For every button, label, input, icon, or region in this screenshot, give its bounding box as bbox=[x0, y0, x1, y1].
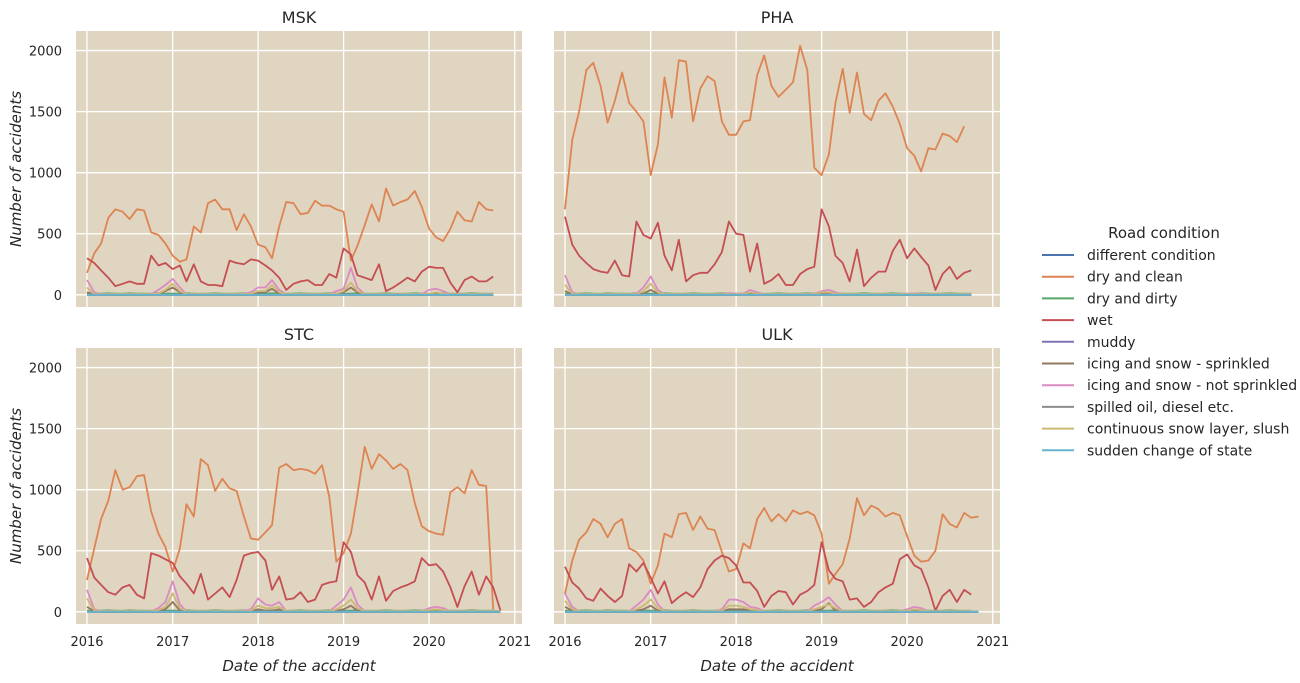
legend-entry: muddy bbox=[1042, 335, 1136, 351]
y-tick-label: 2000 bbox=[29, 45, 62, 60]
legend-label: dry and clean bbox=[1087, 270, 1183, 286]
y-tick-label: 1500 bbox=[29, 106, 62, 121]
legend-label: different condition bbox=[1087, 248, 1216, 264]
y-tick-label: 1500 bbox=[29, 423, 62, 438]
legend-label: icing and snow - not sprinkled bbox=[1087, 378, 1297, 394]
series-line-wet bbox=[564, 208, 972, 291]
panel-pha: PHA bbox=[554, 8, 1000, 307]
x-tick-label: 2020 bbox=[891, 635, 924, 650]
panels: MSK 0 500 1000 1500 2000 Number of accidents PH… bbox=[7, 8, 1009, 675]
y-tick-label: 0 bbox=[54, 289, 62, 304]
y-tick-label: 2000 bbox=[29, 362, 62, 377]
series-line-dry-and-clean bbox=[86, 445, 495, 610]
series-line-wet bbox=[564, 541, 972, 612]
legend-label: sudden change of state bbox=[1087, 443, 1252, 459]
y-axis-label: Number of accidents bbox=[7, 408, 25, 564]
panel-title: STC bbox=[284, 325, 314, 344]
x-tick-label: 2016 bbox=[70, 635, 103, 650]
x-tick-label: 2019 bbox=[805, 635, 838, 650]
legend: Road condition different condition dry an… bbox=[1042, 224, 1297, 459]
series-line-wet bbox=[86, 541, 502, 611]
x-axis-label: Date of the accident bbox=[222, 657, 376, 675]
legend-label: dry and dirty bbox=[1087, 291, 1177, 307]
legend-entry: icing and snow - sprinkled bbox=[1042, 357, 1270, 373]
panel-stc: STC 0 500 1000 1500 2000 Number of accidents 20… bbox=[7, 325, 531, 675]
series-line-dry-and-clean bbox=[564, 44, 966, 210]
legend-label: continuous snow layer, slush bbox=[1087, 422, 1289, 438]
x-tick-label: 2019 bbox=[327, 635, 360, 650]
plot-background bbox=[554, 31, 1000, 307]
legend-entry: dry and dirty bbox=[1042, 291, 1177, 307]
legend-title: Road condition bbox=[1108, 224, 1220, 242]
series-line-dry-and-clean bbox=[86, 187, 494, 274]
panel-msk: MSK 0 500 1000 1500 2000 Number of accidents bbox=[7, 8, 522, 307]
x-tick-label: 2018 bbox=[242, 635, 275, 650]
y-tick-label: 500 bbox=[37, 545, 62, 560]
legend-entry: continuous snow layer, slush bbox=[1042, 422, 1289, 438]
x-tick-label: 2021 bbox=[498, 635, 531, 650]
plot-background bbox=[76, 31, 522, 307]
x-tick-label: 2017 bbox=[634, 635, 667, 650]
legend-label: wet bbox=[1087, 313, 1113, 329]
plot-background bbox=[554, 348, 1000, 624]
panel-title: MSK bbox=[282, 8, 317, 27]
x-tick-label: 2016 bbox=[548, 635, 581, 650]
series-line-wet bbox=[86, 247, 494, 294]
legend-entry: spilled oil, diesel etc. bbox=[1042, 400, 1234, 416]
y-axis-label: Number of accidents bbox=[7, 91, 25, 247]
plot-background bbox=[76, 348, 522, 624]
x-tick-label: 2017 bbox=[156, 635, 189, 650]
x-axis-label: Date of the accident bbox=[700, 657, 854, 675]
legend-label: muddy bbox=[1087, 335, 1136, 351]
legend-entry: different condition bbox=[1042, 248, 1216, 264]
legend-label: spilled oil, diesel etc. bbox=[1087, 400, 1234, 416]
x-tick-label: 2021 bbox=[976, 635, 1009, 650]
series-line-dry-and-clean bbox=[564, 497, 979, 594]
legend-entry: icing and snow - not sprinkled bbox=[1042, 378, 1297, 394]
y-tick-label: 1000 bbox=[29, 484, 62, 499]
y-tick-label: 1000 bbox=[29, 167, 62, 182]
x-tick-label: 2018 bbox=[720, 635, 753, 650]
y-tick-label: 500 bbox=[37, 228, 62, 243]
panel-title: PHA bbox=[761, 8, 794, 27]
panel-ulk: ULK 2016 2017 2018 2019 2020 2021 Date of the a… bbox=[548, 325, 1009, 675]
legend-entry: sudden change of state bbox=[1042, 443, 1252, 459]
legend-label: icing and snow - sprinkled bbox=[1087, 357, 1270, 373]
y-tick-label: 0 bbox=[54, 606, 62, 621]
panel-title: ULK bbox=[761, 325, 793, 344]
legend-entry: wet bbox=[1042, 313, 1113, 329]
legend-entry: dry and clean bbox=[1042, 270, 1183, 286]
x-tick-label: 2020 bbox=[413, 635, 446, 650]
